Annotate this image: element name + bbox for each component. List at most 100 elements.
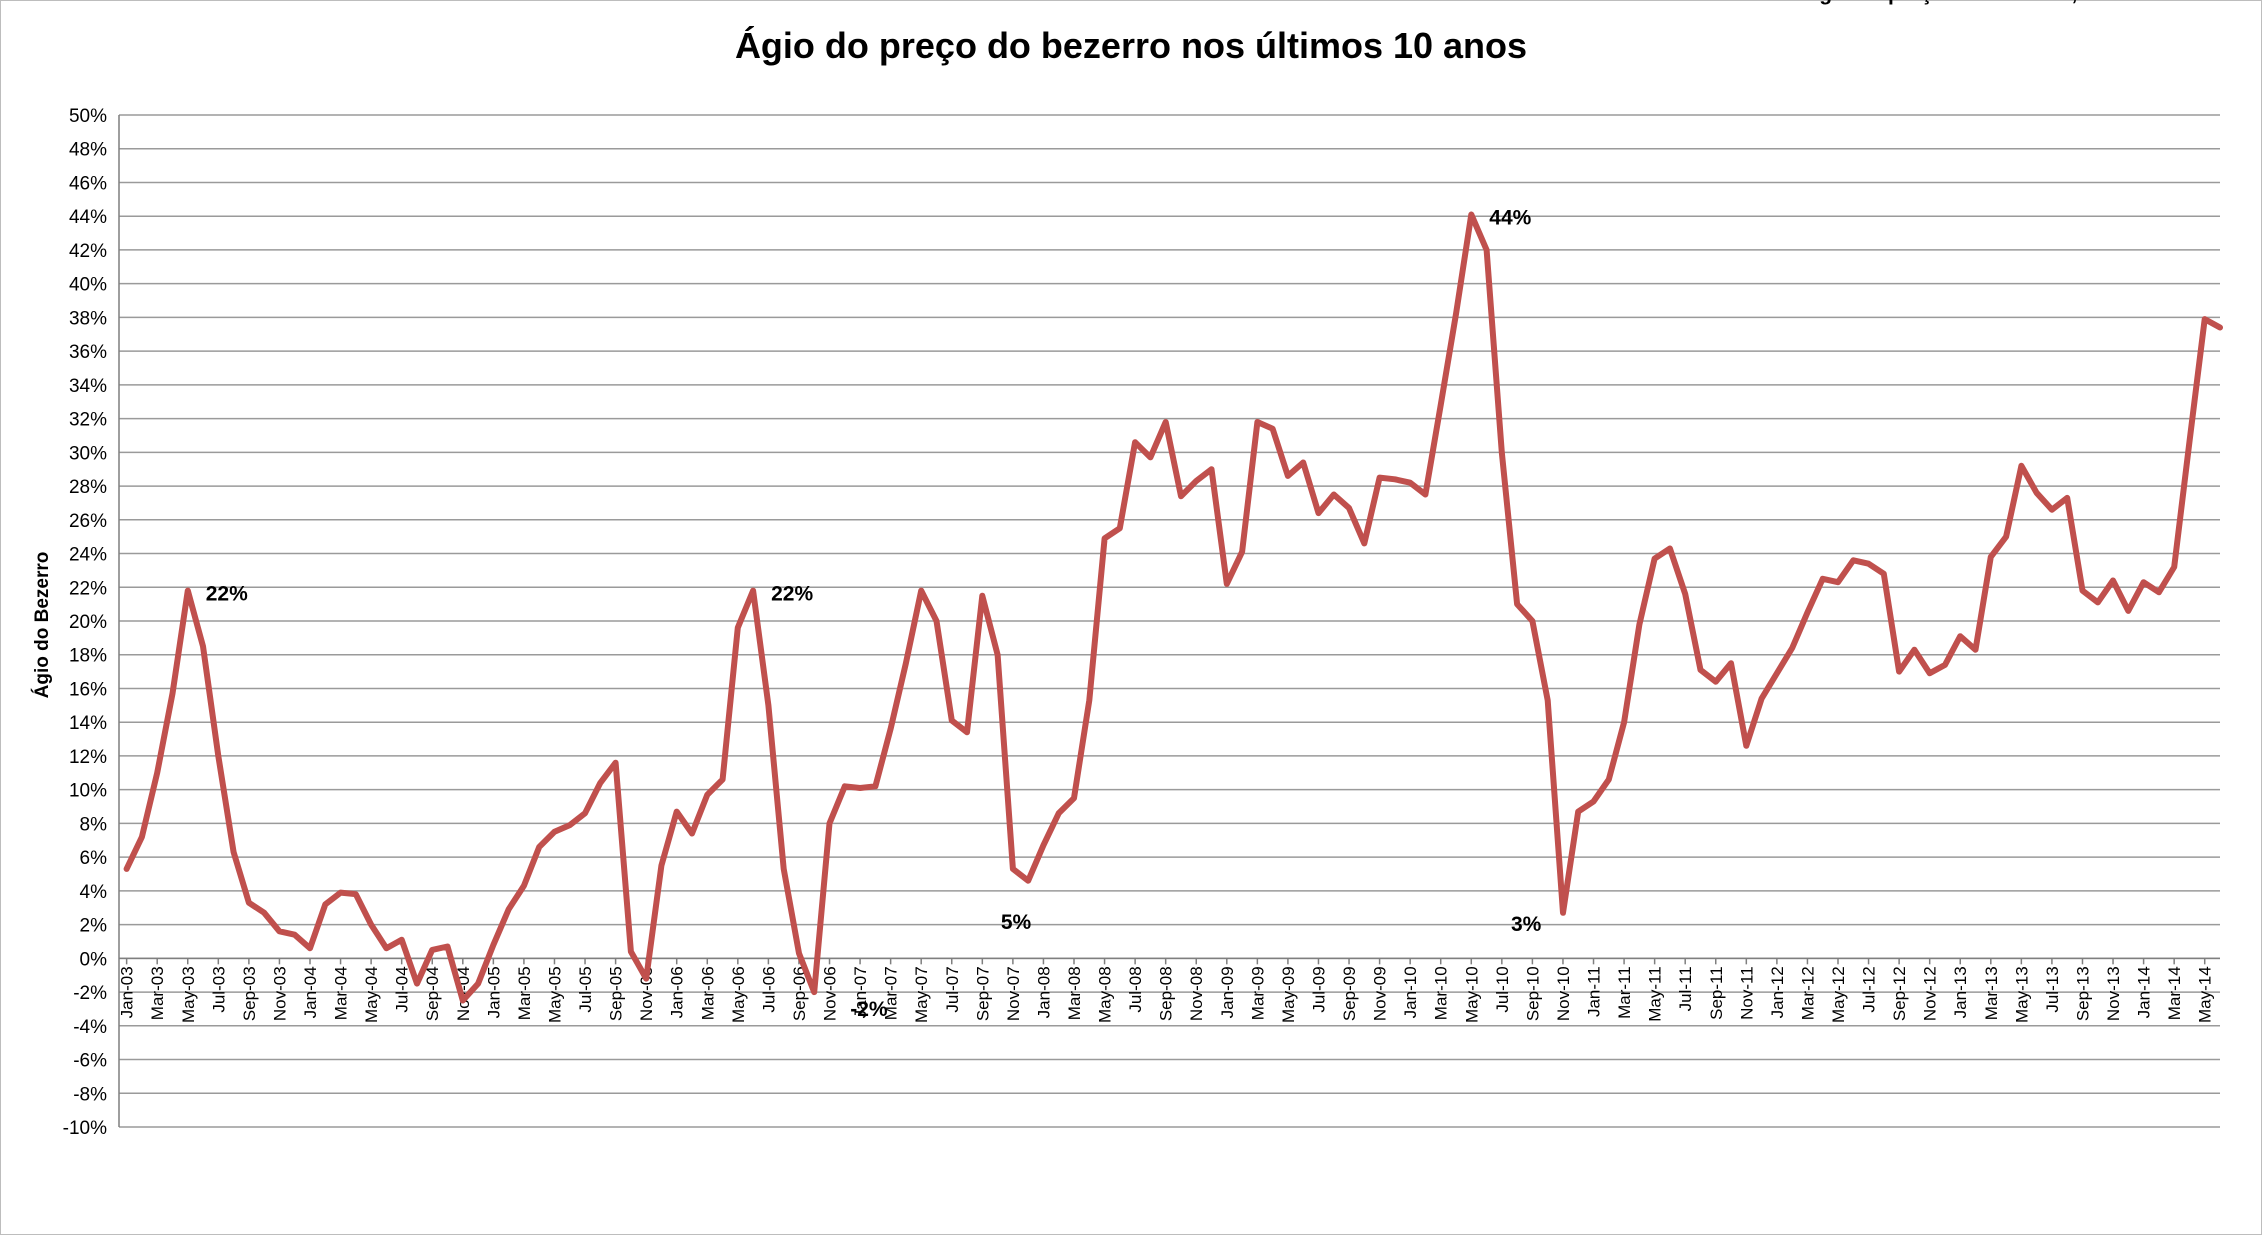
- x-tick-label: Jul-09: [1309, 966, 1328, 1012]
- x-tick-label: Jan-04: [301, 966, 320, 1018]
- x-tick-label: Nov-06: [821, 966, 840, 1021]
- y-tick-label: 20%: [69, 612, 107, 633]
- x-axis-ticks: Jan-03 Mar-03 May-03 Jul-03 Sep-03 Nov-03 Jan-…: [118, 958, 2215, 1023]
- x-tick-label: Mar-05: [515, 966, 534, 1020]
- x-tick-label: Mar-10: [1432, 966, 1451, 1020]
- y-tick-label: 22%: [69, 578, 107, 599]
- x-tick-label: Jul-05: [576, 966, 595, 1012]
- y-tick-label: 0%: [80, 949, 108, 970]
- y-tick-label: 44%: [69, 207, 107, 228]
- x-tick-label: May-11: [1646, 966, 1665, 1021]
- x-tick-label: May-06: [729, 966, 748, 1023]
- x-tick-label: May-08: [1096, 966, 1115, 1023]
- x-tick-label: Nov-12: [1921, 966, 1940, 1021]
- x-tick-label: Sep-12: [1890, 966, 1909, 1021]
- x-tick-label: Sep-05: [607, 966, 626, 1021]
- x-tick-label: Mar-12: [1798, 966, 1817, 1020]
- x-tick-label: Jan-12: [1768, 966, 1787, 1018]
- x-tick-label: Jan-03: [118, 966, 137, 1018]
- x-tick-label: Jul-07: [943, 966, 962, 1012]
- y-tick-label: 30%: [69, 443, 107, 464]
- y-tick-label: 12%: [69, 747, 107, 768]
- x-tick-label: Mar-03: [148, 966, 167, 1020]
- x-tick-label: Sep-08: [1157, 966, 1176, 1021]
- x-tick-label: Sep-11: [1707, 966, 1726, 1020]
- y-axis-ticks: 50% 48% 46% 44% 42% 40% 38% 36% 34% 32% 30% 28% 26% 2…: [63, 106, 107, 1139]
- data-label: 44%: [1489, 207, 1531, 230]
- x-tick-label: May-10: [1462, 966, 1481, 1023]
- x-tick-label: Nov-13: [2104, 966, 2123, 1021]
- data-label: 3%: [1511, 913, 1542, 936]
- x-tick-label: Jan-07: [851, 966, 870, 1018]
- y-tick-label: 36%: [69, 342, 107, 363]
- y-tick-label: 34%: [69, 376, 107, 397]
- gridlines: [118, 114, 2220, 1128]
- data-label: 22%: [206, 583, 248, 606]
- y-tick-label: -4%: [73, 1017, 107, 1038]
- x-tick-label: May-04: [362, 966, 381, 1023]
- y-tick-label: 18%: [69, 646, 107, 667]
- y-tick-label: -8%: [73, 1084, 107, 1105]
- series-layer: [123, 211, 2223, 1004]
- x-tick-label: Jan-05: [484, 966, 503, 1018]
- x-tick-label: Jan-10: [1401, 966, 1420, 1018]
- x-tick-label: Nov-03: [270, 966, 289, 1021]
- x-tick-label: Sep-13: [2073, 966, 2092, 1021]
- x-tick-label: Sep-10: [1523, 966, 1542, 1021]
- x-tick-label: Jul-06: [759, 966, 778, 1012]
- y-tick-label: 14%: [69, 713, 107, 734]
- chart-title: Ágio do preço do bezerro nos últimos 10 …: [735, 25, 1527, 66]
- y-tick-label: 26%: [69, 511, 107, 532]
- x-tick-label: Mar-07: [882, 966, 901, 1020]
- data-label: -2%: [850, 998, 888, 1021]
- x-tick-label: Jul-08: [1126, 966, 1145, 1012]
- y-tick-label: 48%: [69, 140, 107, 161]
- x-tick-label: Jan-06: [668, 966, 687, 1018]
- x-tick-label: May-03: [179, 966, 198, 1023]
- y-tick-label: 50%: [69, 106, 107, 127]
- x-tick-label: Jul-03: [209, 966, 228, 1012]
- x-tick-label: Sep-07: [973, 966, 992, 1021]
- x-tick-label: Jan-11: [1585, 966, 1604, 1017]
- x-tick-label: Mar-09: [1248, 966, 1267, 1020]
- x-tick-label: Sep-06: [790, 966, 809, 1021]
- x-tick-label: Mar-13: [1982, 966, 2001, 1020]
- y-tick-label: 10%: [69, 781, 107, 802]
- y-tick-label: 24%: [69, 545, 107, 566]
- x-tick-label: Jan-09: [1218, 966, 1237, 1018]
- x-tick-label: Sep-09: [1340, 966, 1359, 1021]
- x-tick-label: Jan-13: [1951, 966, 1970, 1018]
- x-tick-label: Nov-05: [637, 966, 656, 1021]
- x-tick-label: Mar-06: [698, 966, 717, 1020]
- data-label: anos, 37%: [2023, 0, 2126, 5]
- y-tick-label: 38%: [69, 308, 107, 329]
- x-tick-label: May-09: [1279, 966, 1298, 1023]
- x-tick-label: May-05: [545, 966, 564, 1023]
- y-tick-label: 4%: [80, 882, 108, 903]
- x-tick-label: Jan-08: [1034, 966, 1053, 1018]
- x-tick-label: May-07: [912, 966, 931, 1023]
- x-tick-label: Nov-10: [1554, 966, 1573, 1021]
- x-tick-label: Sep-04: [423, 966, 442, 1021]
- x-tick-label: May-12: [1829, 966, 1848, 1023]
- y-tick-label: -6%: [73, 1051, 107, 1072]
- x-tick-label: Mar-04: [332, 966, 351, 1020]
- x-tick-label: Jul-12: [1860, 966, 1879, 1012]
- y-tick-label: 46%: [69, 173, 107, 194]
- x-tick-label: Nov-07: [1004, 966, 1023, 1021]
- x-tick-label: Nov-11: [1737, 966, 1756, 1020]
- x-tick-label: Jul-10: [1493, 966, 1512, 1012]
- data-label: 5%: [1001, 911, 1032, 934]
- x-tick-label: Mar-14: [2165, 966, 2184, 1020]
- y-tick-label: 2%: [80, 916, 108, 937]
- x-tick-label: Nov-09: [1371, 966, 1390, 1021]
- y-tick-label: 42%: [69, 241, 107, 262]
- y-tick-label: 28%: [69, 477, 107, 498]
- x-tick-label: Jul-13: [2043, 966, 2062, 1012]
- x-tick-label: Mar-11: [1615, 966, 1634, 1019]
- data-label: Ágio do preço do bezerro nos últimos 10: [1804, 0, 2211, 5]
- x-tick-label: Mar-08: [1065, 966, 1084, 1020]
- data-label: 22%: [771, 583, 813, 606]
